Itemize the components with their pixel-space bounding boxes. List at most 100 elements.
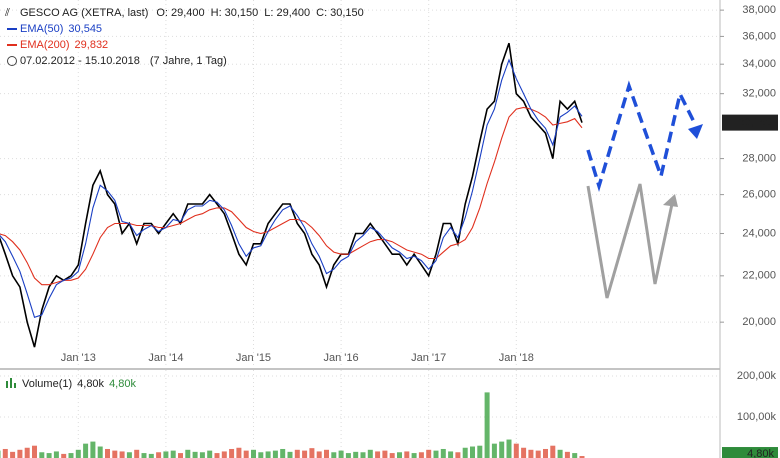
- volume-bar: [68, 453, 74, 458]
- volume-bar: [75, 449, 81, 458]
- ohlc-label: H:: [211, 7, 222, 19]
- volume-bar: [506, 439, 512, 458]
- volume-bar: [10, 451, 16, 458]
- volume-bar: [148, 453, 154, 458]
- volume-bar: [324, 449, 329, 458]
- volume-bar: [163, 451, 169, 458]
- volume-bar: [543, 448, 548, 458]
- legend-entry: EMA(50) 30,545: [20, 23, 102, 35]
- volume-bar: [221, 451, 227, 458]
- volume-bar: [90, 441, 96, 458]
- legend-value: 29,832: [75, 39, 109, 51]
- y-tick-label: 100,00k: [737, 411, 777, 423]
- volume-bar: [411, 453, 417, 458]
- icon-bar: [10, 378, 12, 388]
- y-tick-label: 28,000: [742, 152, 776, 164]
- ohlc-label: O:: [156, 7, 168, 19]
- volume-bar: [141, 453, 147, 458]
- arrow-head: [663, 194, 678, 207]
- volume-bar: [207, 450, 213, 458]
- volume-bar: [470, 446, 475, 458]
- volume-bar: [360, 452, 366, 458]
- ohlc-label: L:: [264, 7, 273, 19]
- y-tick-label: 38,000: [742, 4, 776, 16]
- ema-line: [0, 106, 583, 286]
- volume-bar: [433, 450, 439, 458]
- date-range-text: 07.02.2012 - 15.10.2018: [20, 55, 140, 67]
- volume-bar: [178, 453, 183, 458]
- volume-bar: [229, 448, 235, 458]
- volume-bar: [61, 453, 67, 458]
- volume-bar: [236, 447, 242, 458]
- volume-bar: [170, 450, 176, 458]
- volume-bar: [499, 441, 505, 458]
- volume-tag-label: 4,80k: [747, 448, 774, 458]
- x-tick-label: Jan '17: [411, 352, 446, 364]
- volume-bar: [484, 392, 490, 458]
- gray-arrow: [586, 183, 674, 299]
- volume-value: 4,80k: [77, 378, 104, 390]
- volume-bar: [550, 445, 556, 458]
- volume-bar: [280, 448, 286, 458]
- legend-entry: EMA(200) 29,832: [20, 39, 108, 51]
- volume-bar: [579, 456, 585, 458]
- volume-bar: [0, 450, 1, 458]
- volume-bar: [375, 451, 381, 458]
- y-tick-label: 32,000: [742, 88, 776, 100]
- volume-bar: [309, 448, 315, 458]
- volume-bar: [112, 450, 118, 458]
- scenario-arrows: [586, 80, 703, 299]
- volume-bar: [126, 452, 132, 458]
- x-tick-label: Jan '16: [324, 352, 359, 364]
- volume-value: 4,80k: [109, 378, 136, 390]
- price-tag: [722, 114, 778, 131]
- volume-bar: [426, 449, 432, 458]
- volume-bar: [572, 453, 578, 458]
- volume-bar: [39, 452, 45, 458]
- legend-label: EMA(50): [20, 23, 63, 35]
- y-tick-label: 20,000: [742, 316, 776, 328]
- ema-line: [0, 58, 583, 318]
- volume-bar: [17, 449, 23, 458]
- volume-bar: [389, 453, 395, 458]
- volume-bar: [302, 450, 308, 458]
- icon-bar: [14, 383, 16, 388]
- volume-bar: [105, 448, 110, 458]
- y-tick-label: 24,000: [742, 227, 776, 239]
- volume-bar: [24, 447, 30, 458]
- volume-bar: [272, 450, 278, 458]
- volume-bar: [287, 451, 293, 458]
- symbol-icon: ⫽: [4, 7, 10, 19]
- x-tick-label: Jan '14: [148, 352, 183, 364]
- x-tick-label: Jan '15: [236, 352, 271, 364]
- volume-bar: [564, 451, 570, 458]
- volume-icon: [6, 378, 16, 388]
- volume-bar: [397, 452, 402, 458]
- volume-tag: [722, 447, 778, 458]
- volume-label: Volume(1): [22, 378, 72, 390]
- duration: (7 Jahre, 1 Tag): [150, 55, 227, 67]
- legend-value: 30,545: [68, 23, 102, 35]
- volume-bar: [83, 443, 89, 458]
- volume-bar: [528, 449, 534, 458]
- volume-bar: [404, 451, 410, 458]
- volume-bar: [345, 453, 351, 458]
- volume-bar: [53, 451, 59, 458]
- volume-bar: [535, 450, 541, 458]
- volume-bar: [294, 449, 300, 458]
- volume-bar: [331, 452, 337, 458]
- volume-bar: [46, 453, 52, 458]
- y-tick-label: 26,000: [742, 189, 776, 201]
- volume-bar: [557, 449, 563, 458]
- volume-bar: [521, 447, 527, 458]
- dashed-arrow: [586, 80, 697, 193]
- volume-bar: [192, 451, 198, 458]
- ohlc-value: 29,400: [276, 7, 310, 19]
- arrow-head: [688, 124, 703, 139]
- volume-legend: Volume(1) 4,80k 4,80k: [22, 378, 136, 390]
- volume-bar: [338, 450, 344, 458]
